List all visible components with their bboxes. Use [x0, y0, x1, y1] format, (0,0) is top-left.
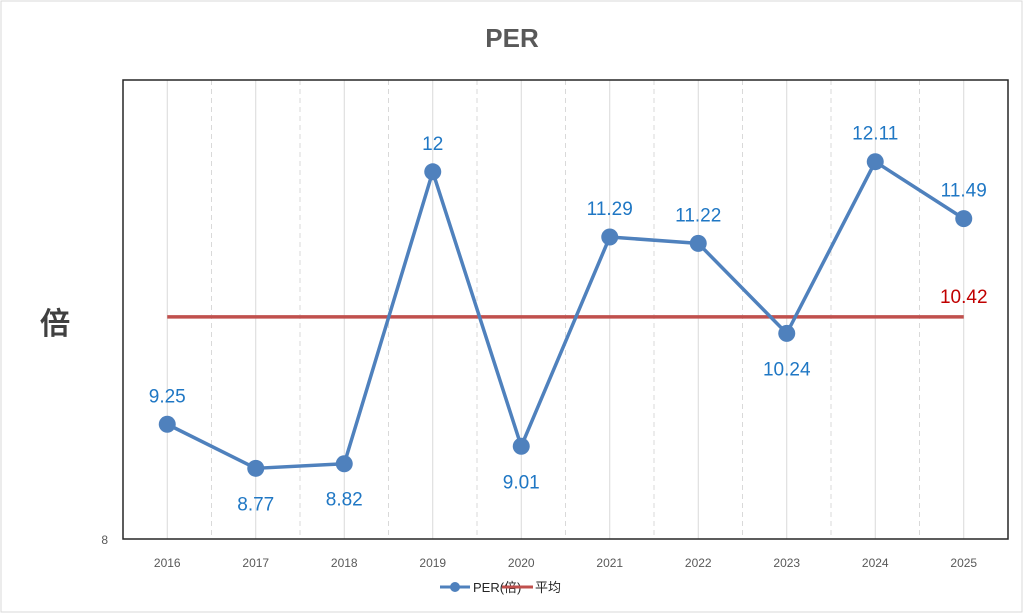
x-tick-label: 2024 [862, 556, 889, 570]
x-tick-label: 2020 [508, 556, 535, 570]
per-data-label: 8.82 [326, 490, 363, 511]
y-axis-label: 倍 [40, 307, 70, 341]
per-point [247, 459, 265, 477]
per-point [778, 324, 796, 342]
per-point [512, 437, 530, 455]
per-point [335, 455, 353, 473]
per-point [424, 163, 442, 181]
x-tick-label: 2022 [685, 556, 712, 570]
per-point [689, 234, 707, 252]
per-data-label: 11.49 [941, 181, 987, 202]
per-point [866, 153, 884, 171]
per-data-label: 11.22 [675, 205, 721, 226]
average-data-label: 10.42 [940, 287, 988, 308]
legend-avg-label: 平均 [535, 580, 561, 595]
per-data-label: 9.01 [503, 472, 540, 493]
per-data-label: 12.11 [852, 124, 898, 145]
y-tick-label: 8 [101, 533, 108, 547]
per-line [166, 159, 965, 471]
x-tick-label: 2023 [773, 556, 800, 570]
plot-area-border [122, 79, 1009, 540]
per-point [158, 415, 176, 433]
per-point [601, 228, 619, 246]
legend-per-marker [450, 582, 460, 592]
per-point [955, 210, 973, 228]
per-data-label: 12 [422, 134, 443, 155]
x-tick-label: 2018 [331, 556, 358, 570]
x-tick-label: 2016 [154, 556, 181, 570]
per-data-label: 11.29 [587, 199, 633, 220]
legend-per-label: PER(倍) [473, 580, 521, 595]
per-data-label: 9.25 [149, 386, 186, 407]
x-tick-label: 2019 [419, 556, 446, 570]
x-tick-label: 2025 [950, 556, 977, 570]
legend: PER(倍) 平均 [440, 580, 561, 595]
x-tick-label: 2021 [596, 556, 623, 570]
chart-title: PER [485, 23, 539, 53]
x-tick-label: 2017 [242, 556, 269, 570]
per-data-label: 10.24 [763, 359, 811, 380]
per-data-label: 8.77 [237, 494, 274, 515]
